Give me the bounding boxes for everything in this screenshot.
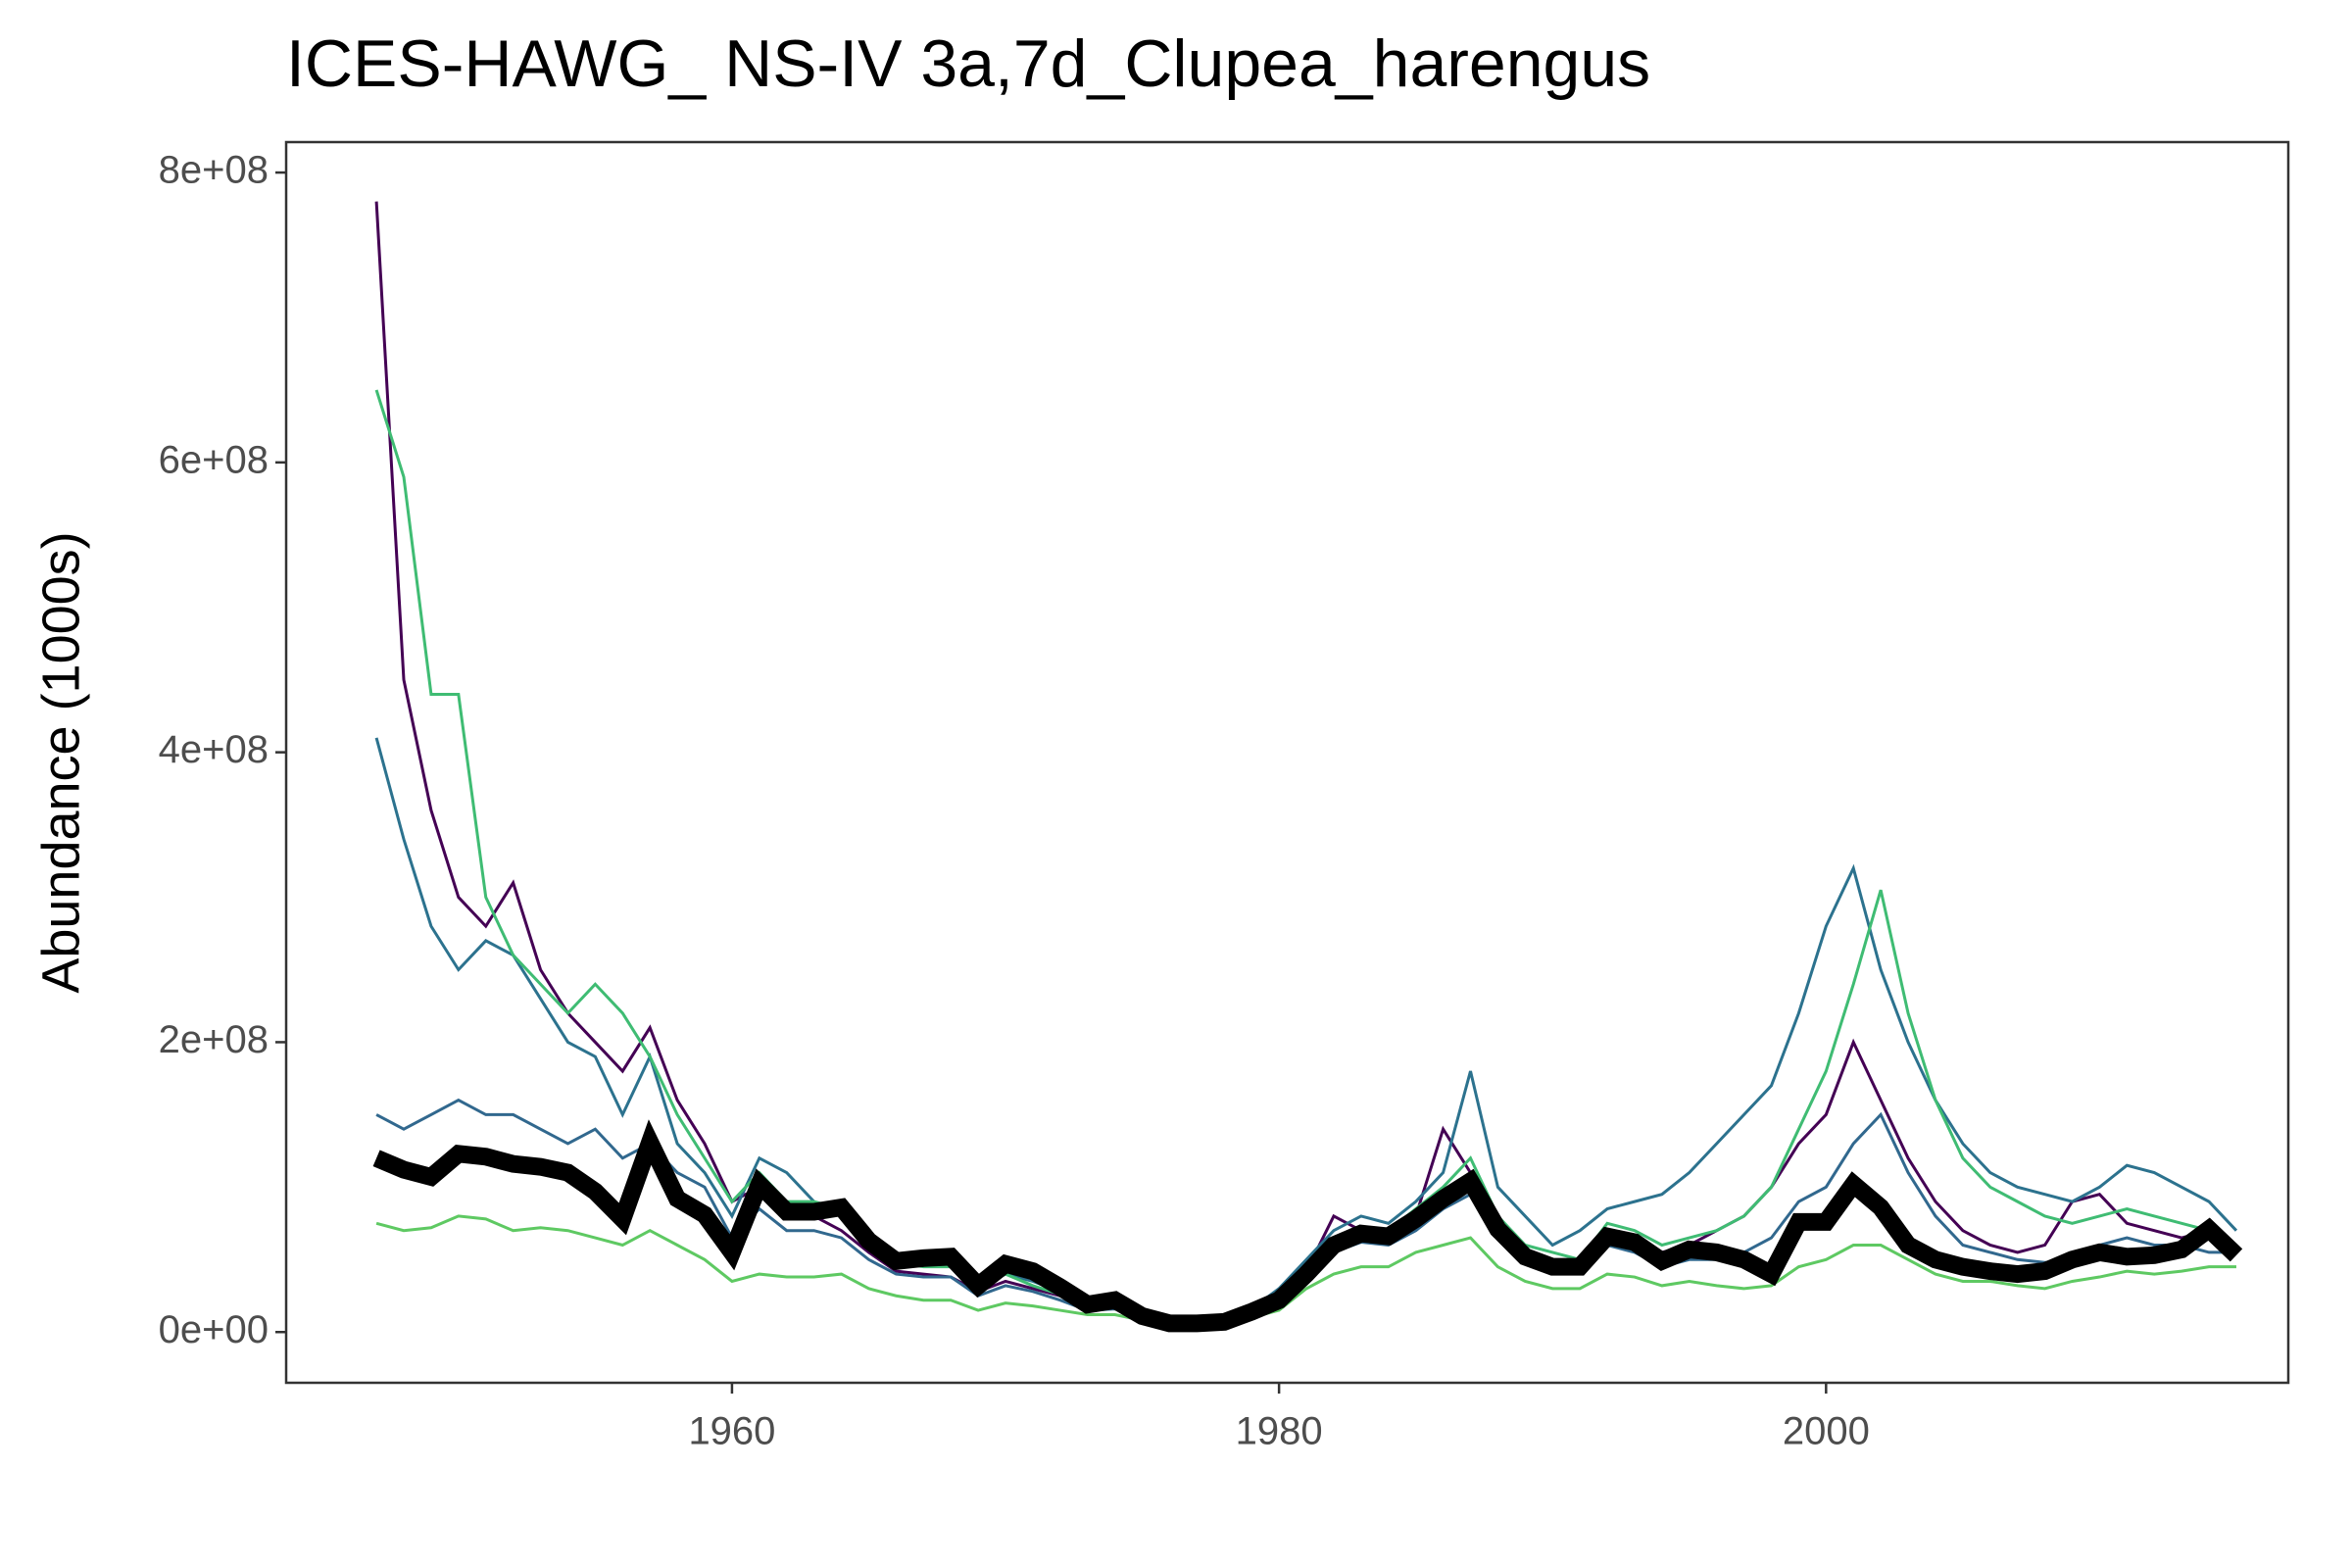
y-axis-label: Abundance (1000s) <box>31 531 90 993</box>
y-tick-label: 4e+08 <box>159 728 269 771</box>
series-line <box>372 1119 2243 1333</box>
x-tick-label: 2000 <box>1783 1410 1870 1453</box>
x-tick-label: 1960 <box>688 1410 775 1453</box>
plot-area <box>372 201 2243 1333</box>
y-tick-label: 8e+08 <box>159 149 269 192</box>
y-tick-label: 2e+08 <box>159 1018 269 1061</box>
x-tick-label: 1980 <box>1236 1410 1323 1453</box>
series-line <box>375 1214 2236 1327</box>
y-tick-label: 6e+08 <box>159 438 269 481</box>
panel-border <box>284 140 2290 1385</box>
y-tick-label: 0e+00 <box>159 1308 269 1351</box>
series-line <box>374 737 2238 1324</box>
chart-title: ICES-HAWG_ NS-IV 3a,7d_Clupea_harengus <box>286 26 1650 101</box>
